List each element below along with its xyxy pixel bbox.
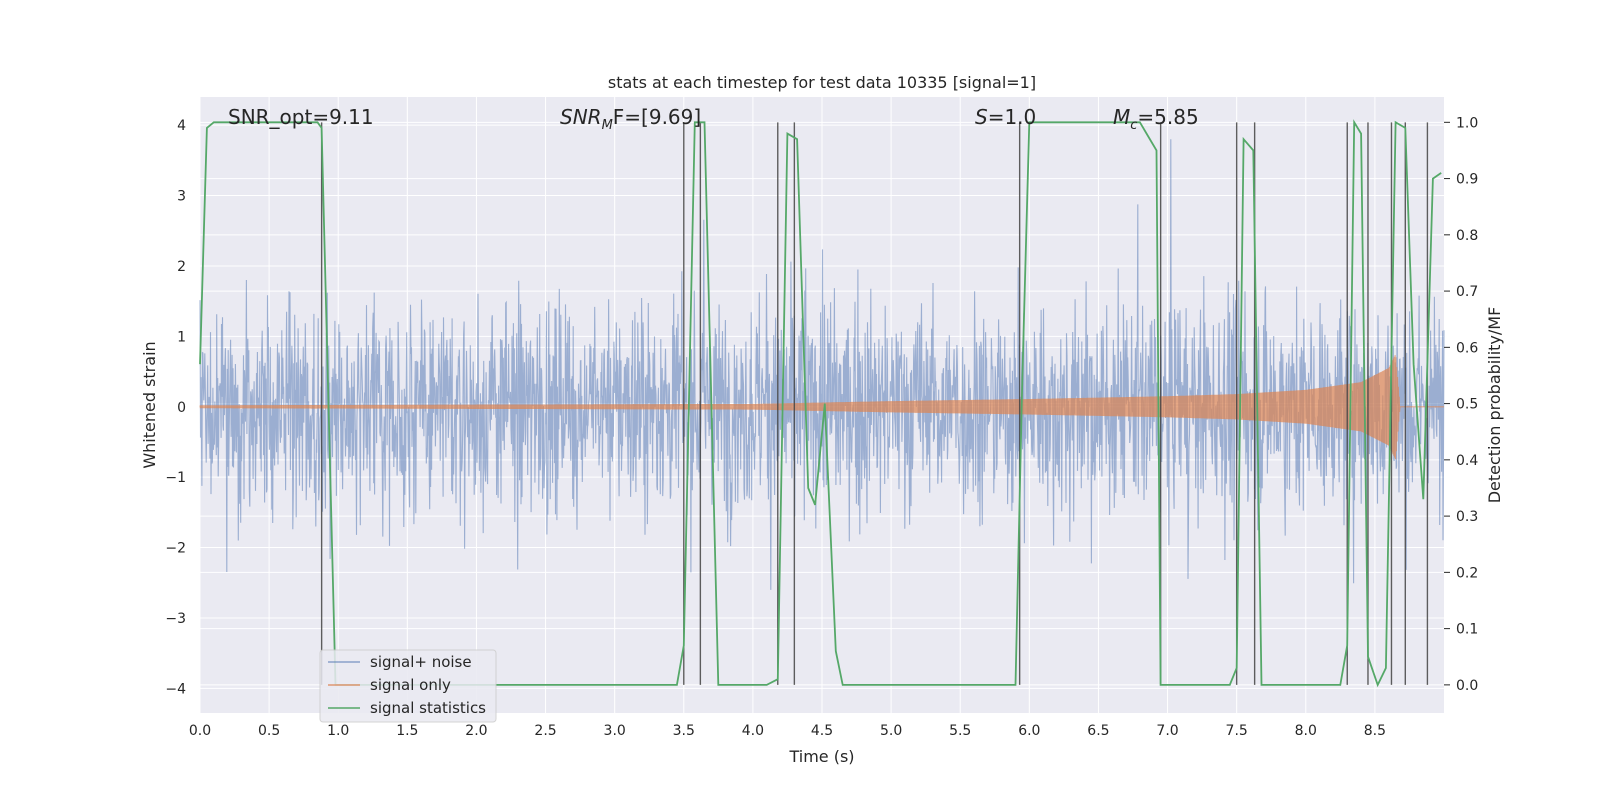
y-tick-label-1: 3 [177, 189, 186, 205]
x-axis-ticks: 0.0 0.5 1.0 1.5 2.0 2.5 3.0 3.5 4.0 4.5 5.0 5.5 6.0 6… [189, 723, 1386, 739]
y-tick-label-5: −1 [165, 470, 186, 486]
series-signal-statistics [199, 119, 1442, 688]
y2-axis-label: Detection probability/MF [1485, 307, 1504, 504]
y-tick-label-2: 2 [177, 259, 186, 275]
y2-tick-label-5: 0.5 [1456, 397, 1478, 413]
y-tick-label-7: −3 [165, 611, 186, 627]
x-tick-label-16: 8.0 [1295, 723, 1317, 739]
x-tick-label-6: 3.0 [604, 723, 626, 739]
legend-box [319, 649, 497, 723]
annotation-mc: Mc=5.85 [1113, 105, 1199, 133]
x-axis-label: Time (s) [788, 747, 854, 766]
x-tick-label-8: 4.0 [742, 723, 764, 739]
annotation-snr-mf: SNRMF=[9.69] [560, 105, 701, 133]
annotation-s-rest: =1.0 [988, 105, 1037, 129]
x-tick-label-11: 5.5 [949, 723, 971, 739]
annotation-s: S=1.0 [975, 105, 1036, 129]
chart-title: stats at each timestep for test data 103… [608, 73, 1036, 92]
x-tick-label-14: 7.0 [1156, 723, 1178, 739]
annotation-snr-mf-base: SNR [560, 105, 602, 129]
x-tick-label-1: 0.5 [258, 723, 280, 739]
x-tick-label-0: 0.0 [189, 723, 211, 739]
y-tick-label-3: 1 [177, 329, 186, 345]
y2-tick-label-6: 0.4 [1456, 453, 1478, 469]
y2-tick-label-7: 0.3 [1456, 509, 1478, 525]
x-tick-label-2: 1.0 [327, 723, 349, 739]
x-tick-label-15: 7.5 [1226, 723, 1248, 739]
annotation-snr-mf-rest: F=[9.69] [613, 105, 701, 129]
annotation-snr-opt: SNR_opt=9.11 [228, 105, 374, 129]
legend-label-signal-noise: signal+ noise [370, 653, 472, 671]
y2-tick-label-8: 0.2 [1456, 565, 1478, 581]
y2-tick-label-9: 0.1 [1456, 622, 1478, 638]
annotation-mc-rest: =5.85 [1137, 105, 1198, 129]
x-tick-label-17: 8.5 [1364, 723, 1386, 739]
y2-tick-label-1: 0.9 [1456, 172, 1478, 188]
probability-line [199, 119, 1442, 688]
x-tick-label-12: 6.0 [1018, 723, 1040, 739]
x-tick-label-4: 2.0 [465, 723, 487, 739]
y-axis-ticks: 4 3 2 1 0 −1 −2 −3 −4 [165, 118, 186, 697]
y2-tick-label-2: 0.8 [1456, 228, 1478, 244]
x-tick-label-5: 2.5 [534, 723, 556, 739]
legend-label-signal-only: signal only [370, 676, 451, 694]
legend-label-signal-statistics: signal statistics [370, 699, 486, 717]
y-tick-label-0: 4 [177, 118, 186, 134]
y2-tick-label-4: 0.6 [1456, 340, 1478, 356]
y-tick-label-6: −2 [165, 541, 186, 557]
annotation-mc-sub: c [1130, 118, 1137, 133]
y2-tick-label-0: 1.0 [1456, 115, 1478, 131]
y-axis-label: Whitened strain [140, 341, 159, 468]
x-tick-label-7: 3.5 [673, 723, 695, 739]
x-tick-label-10: 5.0 [880, 723, 902, 739]
y-tick-label-4: 0 [177, 400, 186, 416]
y2-tick-label-10: 0.0 [1456, 678, 1478, 694]
legend: signal+ noise signal only signal statist… [319, 649, 497, 723]
y2-axis-ticks: 1.0 0.9 0.8 0.7 0.6 0.5 0.4 0.3 0.2 0.1 0.0 [1444, 115, 1478, 694]
y2-tick-label-3: 0.7 [1456, 284, 1478, 300]
x-tick-label-9: 4.5 [811, 723, 833, 739]
annotation-s-italic: S [975, 105, 988, 129]
annotation-snr-mf-sub: M [602, 118, 613, 133]
y-tick-label-8: −4 [165, 681, 186, 697]
x-tick-label-3: 1.5 [396, 723, 418, 739]
x-tick-label-13: 6.5 [1087, 723, 1109, 739]
annotation-mc-base: M [1113, 105, 1130, 129]
